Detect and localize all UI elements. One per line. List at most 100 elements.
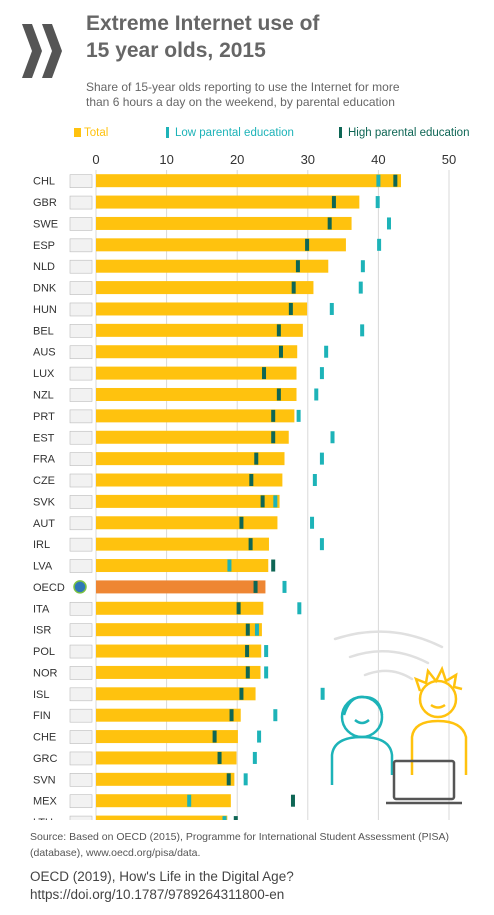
marker-low-gbr — [375, 196, 380, 209]
marker-low-nzl — [314, 388, 319, 401]
flag-prt — [69, 409, 93, 424]
marker-high-mex — [290, 794, 295, 807]
flag-esp — [69, 238, 93, 253]
category-label-bel: BEL — [33, 325, 54, 337]
category-label-oecd: OECD — [33, 582, 65, 594]
flag-isr — [69, 623, 93, 637]
title-line-2: 15 year olds, 2015 — [86, 39, 266, 62]
flag-hun — [69, 302, 93, 317]
people-laptop-illustration — [330, 630, 468, 805]
bar-total-oecd — [96, 580, 266, 594]
category-label-nor: NOR — [33, 667, 58, 679]
bar-total-irl — [96, 537, 269, 551]
citation-title: OECD (2019), How's Life in the Digital A… — [30, 869, 294, 884]
category-label-lva: LVA — [33, 561, 53, 573]
category-label-prt: PRT — [33, 411, 55, 423]
bar-total-aut — [96, 516, 278, 530]
marker-high-prt — [271, 409, 276, 422]
chart-subtitle: Share of 15-year olds reporting to use t… — [86, 80, 400, 110]
x-tick-label-0: 0 — [92, 152, 99, 167]
category-label-svk: SVK — [33, 496, 56, 508]
category-label-nld: NLD — [33, 261, 55, 273]
category-label-fin: FIN — [33, 710, 51, 722]
category-label-esp: ESP — [33, 240, 55, 252]
bar-total-prt — [96, 409, 295, 423]
marker-low-isr — [254, 623, 259, 636]
category-label-grc: GRC — [33, 753, 58, 765]
flag-fin — [69, 708, 93, 723]
flag-che — [69, 730, 93, 744]
marker-high-gbr — [331, 196, 336, 209]
flag-fra — [69, 452, 93, 466]
marker-low-ltu — [222, 816, 227, 820]
bar-total-nld — [96, 259, 329, 273]
flag-svn — [69, 773, 93, 787]
category-label-ltu: LTU — [33, 817, 53, 820]
marker-low-aus — [324, 345, 329, 358]
marker-low-svk — [273, 495, 278, 508]
flag-nor — [69, 666, 93, 680]
flag-oecd — [73, 580, 87, 594]
bar-total-ltu — [96, 815, 228, 820]
legend-label-high: High parental education — [348, 127, 470, 139]
category-label-mex: MEX — [33, 796, 58, 808]
flag-svk — [69, 495, 93, 509]
bar-total-nzl — [96, 387, 297, 401]
flag-isl — [69, 687, 93, 702]
subtitle-line-2: than 6 hours a day on the weekend, by pa… — [86, 95, 395, 109]
category-label-isl: ISL — [33, 689, 50, 701]
bar-chart: 0 10 20 30 40 50 CHL GBR SWE ESP NLD DNK HUN BEL AUS LU… — [33, 152, 456, 820]
flag-ita — [69, 601, 93, 616]
bar-total-lux — [96, 366, 297, 380]
citation-doi-link[interactable]: https://doi.org/10.1787/9789264311800-en — [30, 887, 285, 902]
legend-swatch-total — [74, 128, 81, 137]
category-label-aus: AUS — [33, 347, 56, 359]
oecd-logo — [22, 24, 62, 78]
flag-aus — [69, 345, 93, 360]
marker-low-chl — [376, 174, 381, 187]
marker-low-dnk — [358, 281, 363, 294]
marker-low-irl — [319, 538, 324, 551]
category-label-cze: CZE — [33, 475, 55, 487]
bar-total-dnk — [96, 281, 314, 295]
category-label-fra: FRA — [33, 454, 56, 466]
bar-total-fin — [96, 708, 241, 722]
category-label-svn: SVN — [33, 774, 56, 786]
bar-total-cze — [96, 473, 283, 487]
marker-low-swe — [386, 217, 391, 230]
marker-low-ita — [297, 602, 302, 615]
x-tick-label-20: 20 — [230, 152, 244, 167]
flag-dnk — [69, 281, 93, 295]
x-tick-label-50: 50 — [442, 152, 456, 167]
x-tick-label-40: 40 — [371, 152, 385, 167]
marker-low-oecd — [282, 580, 287, 593]
marker-low-fin — [273, 709, 278, 722]
legend-swatch-high — [339, 127, 342, 138]
marker-high-aus — [278, 345, 283, 358]
marker-low-est — [330, 431, 335, 444]
marker-high-ltu — [233, 816, 238, 820]
marker-low-cze — [312, 474, 317, 487]
bar-total-ita — [96, 601, 264, 615]
bar-total-lva — [96, 559, 269, 573]
flag-gbr — [69, 195, 93, 210]
flag-nzl — [69, 388, 93, 402]
category-label-swe: SWE — [33, 218, 58, 230]
marker-low-che — [257, 730, 262, 743]
flag-pol — [69, 644, 93, 659]
bar-total-isr — [96, 623, 262, 637]
flag-chl — [69, 174, 93, 188]
marker-high-chl — [393, 174, 398, 187]
flag-cze — [69, 473, 93, 488]
marker-high-grc — [217, 751, 222, 764]
marker-high-oecd — [253, 580, 258, 593]
marker-high-che — [212, 730, 217, 743]
marker-high-isr — [245, 623, 250, 636]
legend-swatch-low — [166, 127, 169, 138]
bar-total-gbr — [96, 195, 360, 209]
bar-total-chl — [96, 174, 401, 188]
marker-low-pol — [264, 645, 269, 658]
flag-aut — [69, 516, 93, 531]
title-line-1: Extreme Internet use of — [86, 12, 320, 35]
marker-low-svn — [243, 773, 248, 786]
